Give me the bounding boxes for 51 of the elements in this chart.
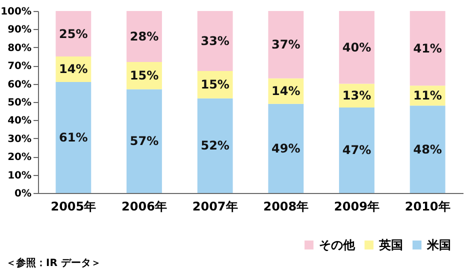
data-label: 41%: [413, 41, 442, 56]
x-tick-label: 2009年: [334, 200, 380, 214]
y-tick-label: 60%: [8, 79, 32, 90]
x-tick-label: 2006年: [122, 200, 167, 214]
data-label: 25%: [59, 26, 88, 41]
x-tick-label: 2007年: [192, 200, 238, 214]
data-label: 61%: [59, 130, 88, 144]
bar: [339, 11, 374, 84]
bar: [268, 11, 304, 78]
y-tick-label: 20%: [8, 152, 32, 164]
bar: [339, 107, 374, 193]
data-label: 40%: [342, 40, 372, 54]
data-label: 13%: [342, 88, 372, 103]
bar: [56, 82, 92, 193]
data-label: 48%: [413, 142, 442, 156]
y-tick-label: 0%: [14, 188, 32, 200]
data-label: 57%: [130, 134, 159, 148]
x-tick-label: 2010年: [404, 200, 450, 214]
bar: [126, 89, 162, 193]
bar: [126, 11, 162, 62]
y-tick-label: 100%: [0, 6, 32, 18]
bar: [197, 11, 233, 72]
bar: [410, 11, 446, 86]
data-label: 49%: [272, 141, 300, 156]
y-tick-label: 80%: [8, 42, 32, 54]
data-label: 37%: [272, 38, 300, 52]
bar: [197, 98, 233, 193]
legend-label: 英国: [378, 238, 403, 252]
y-tick-label: 70%: [8, 61, 32, 72]
y-tick-label: 30%: [8, 134, 32, 145]
bar: [56, 11, 92, 56]
data-label: 47%: [342, 143, 372, 158]
data-label: 15%: [200, 78, 230, 92]
y-tick-label: 40%: [8, 116, 32, 127]
bar: [410, 106, 446, 193]
legend-label: 米国: [426, 238, 451, 252]
data-label: 28%: [130, 29, 159, 44]
bar: [268, 104, 304, 193]
x-tick-label: 2005年: [50, 200, 96, 214]
data-label: 33%: [200, 34, 230, 48]
y-tick-label: 50%: [8, 98, 32, 108]
y-tick-label: 90%: [8, 24, 32, 36]
data-label: 15%: [130, 68, 159, 83]
data-label: 14%: [272, 84, 300, 98]
data-label: 11%: [413, 88, 442, 103]
y-tick-label: 10%: [8, 170, 32, 182]
data-label: 52%: [200, 138, 230, 153]
data-label: 14%: [59, 62, 88, 76]
text: ＜参照：IR データ＞: [6, 256, 101, 270]
x-tick-label: 2008年: [263, 200, 309, 214]
legend-label: その他: [319, 238, 356, 252]
